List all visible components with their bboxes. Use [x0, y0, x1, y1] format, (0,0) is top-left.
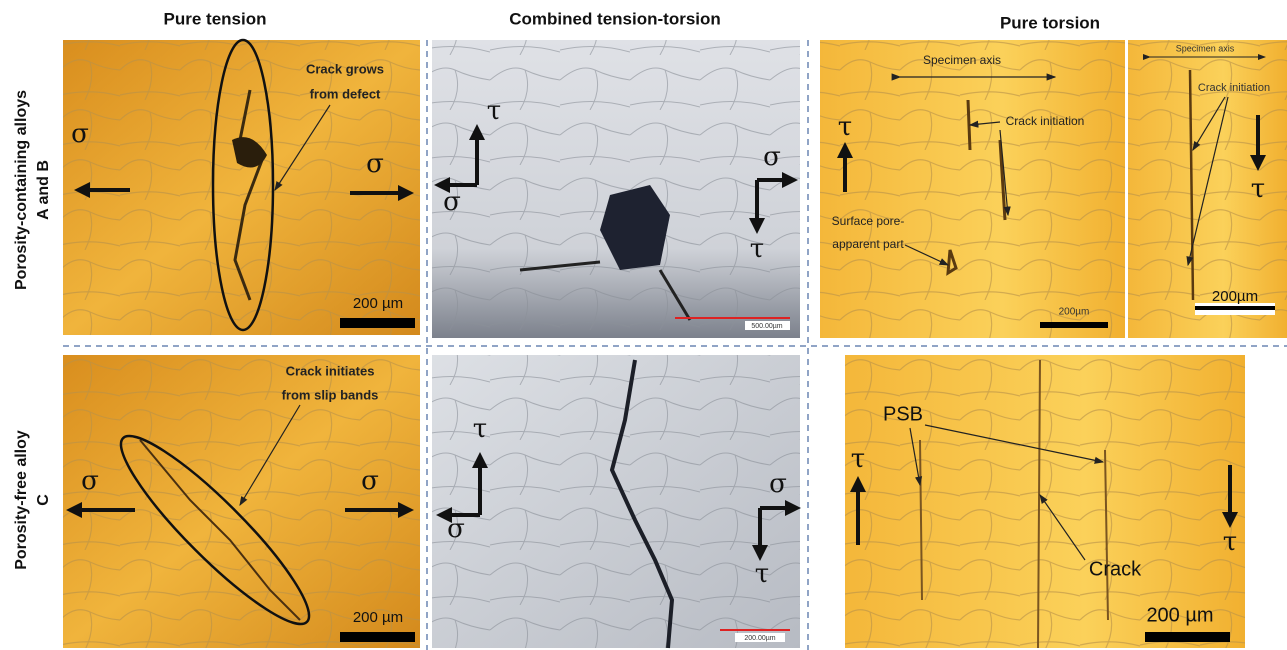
decoration: [432, 40, 800, 338]
decoration: [600, 185, 670, 270]
decoration: [745, 321, 790, 330]
decoration: [1040, 322, 1108, 328]
annotation: Crack: [1089, 558, 1142, 580]
tau: τ: [838, 112, 852, 142]
column-header: Pure tension: [164, 9, 267, 28]
sigma: σ: [763, 142, 781, 172]
decoration: [904, 244, 950, 266]
annotation: PSB: [883, 403, 923, 425]
column-header: Combined tension-torsion: [509, 9, 721, 28]
annotation: from defect: [310, 86, 381, 101]
annotation: Crack grows: [306, 61, 384, 76]
decoration: [519, 260, 692, 321]
decoration: [1128, 40, 1287, 338]
tau: τ: [755, 559, 769, 589]
sigma: σ: [361, 466, 379, 496]
decoration: [999, 129, 1011, 217]
sigma: σ: [366, 149, 384, 179]
annotation: Crack initiation: [1006, 114, 1085, 128]
decoration: [119, 434, 311, 626]
decoration: [340, 318, 415, 328]
micrograph: τ σ σ τ 500.00µm: [432, 40, 800, 338]
decoration: [1195, 306, 1275, 310]
tau: τ: [1251, 174, 1265, 204]
decoration: [232, 137, 267, 168]
decoration: Porosity-free alloy C: [13, 430, 52, 570]
micrograph: PSB Crack τ τ 200 µm: [845, 355, 1245, 649]
decoration: [919, 359, 1109, 649]
decoration: [1186, 96, 1229, 267]
annotation: Surface pore-: [832, 214, 905, 228]
tau: τ: [1223, 527, 1237, 557]
scale-label: 200.00µm: [744, 635, 775, 642]
scale-label: 200µm: [1212, 288, 1258, 305]
decoration: [432, 355, 800, 648]
annotation: Crack initiates: [286, 363, 375, 378]
decoration: [968, 120, 1001, 128]
sigma: σ: [769, 469, 787, 499]
micrograph: τ σ σ τ 200.00µm: [432, 355, 801, 649]
row-label: Porosity-free alloy: [13, 430, 30, 570]
decoration: [274, 104, 331, 192]
sigma: σ: [81, 466, 99, 496]
annotation: Specimen axis: [923, 53, 1001, 67]
row-label: A and B: [35, 160, 52, 220]
micrograph: Crack grows from defect σ σ 200 µm: [63, 38, 420, 335]
scale-label: 200 µm: [353, 609, 403, 626]
annotation: Specimen axis: [1176, 43, 1235, 53]
decoration: [609, 359, 675, 649]
tau: τ: [750, 234, 764, 264]
decoration: [340, 632, 415, 642]
tau: τ: [851, 444, 865, 474]
decoration: [924, 424, 1105, 464]
micrograph: Crack initiates from slip bands σ σ 200 …: [63, 355, 420, 648]
decoration: Porosity-containing alloys A and B: [13, 90, 52, 290]
micrograph: Specimen axis Crack initiation Surface p…: [820, 40, 1125, 338]
row-label: C: [35, 494, 52, 506]
tau: τ: [473, 414, 487, 444]
scale-label: 200 µm: [353, 295, 403, 312]
decoration: [1192, 96, 1226, 152]
micrograph: Specimen axis Crack initiation τ 200µm: [1128, 40, 1287, 338]
sigma: σ: [443, 187, 461, 217]
sigma: σ: [71, 119, 89, 149]
decoration: [1145, 632, 1230, 642]
decoration: [1039, 494, 1086, 561]
scale-label: 200µm: [1059, 307, 1090, 318]
decoration: [239, 404, 301, 507]
sigma: σ: [447, 514, 465, 544]
decoration: [909, 427, 923, 487]
annotation: from slip bands: [282, 387, 379, 402]
scale-label: 200 µm: [1146, 604, 1213, 626]
decoration: [63, 40, 420, 335]
decoration: [211, 38, 275, 332]
decoration: [820, 40, 1125, 338]
tau: τ: [487, 96, 501, 126]
scale-label: 500.00µm: [751, 323, 782, 330]
row-label: Porosity-containing alloys: [13, 90, 30, 290]
annotation: Crack initiation: [1198, 82, 1270, 94]
decoration: [233, 89, 264, 301]
column-header: Pure torsion: [1000, 13, 1100, 32]
annotation: apparent part: [832, 237, 904, 251]
decoration: [735, 633, 785, 642]
decoration: [139, 439, 301, 621]
